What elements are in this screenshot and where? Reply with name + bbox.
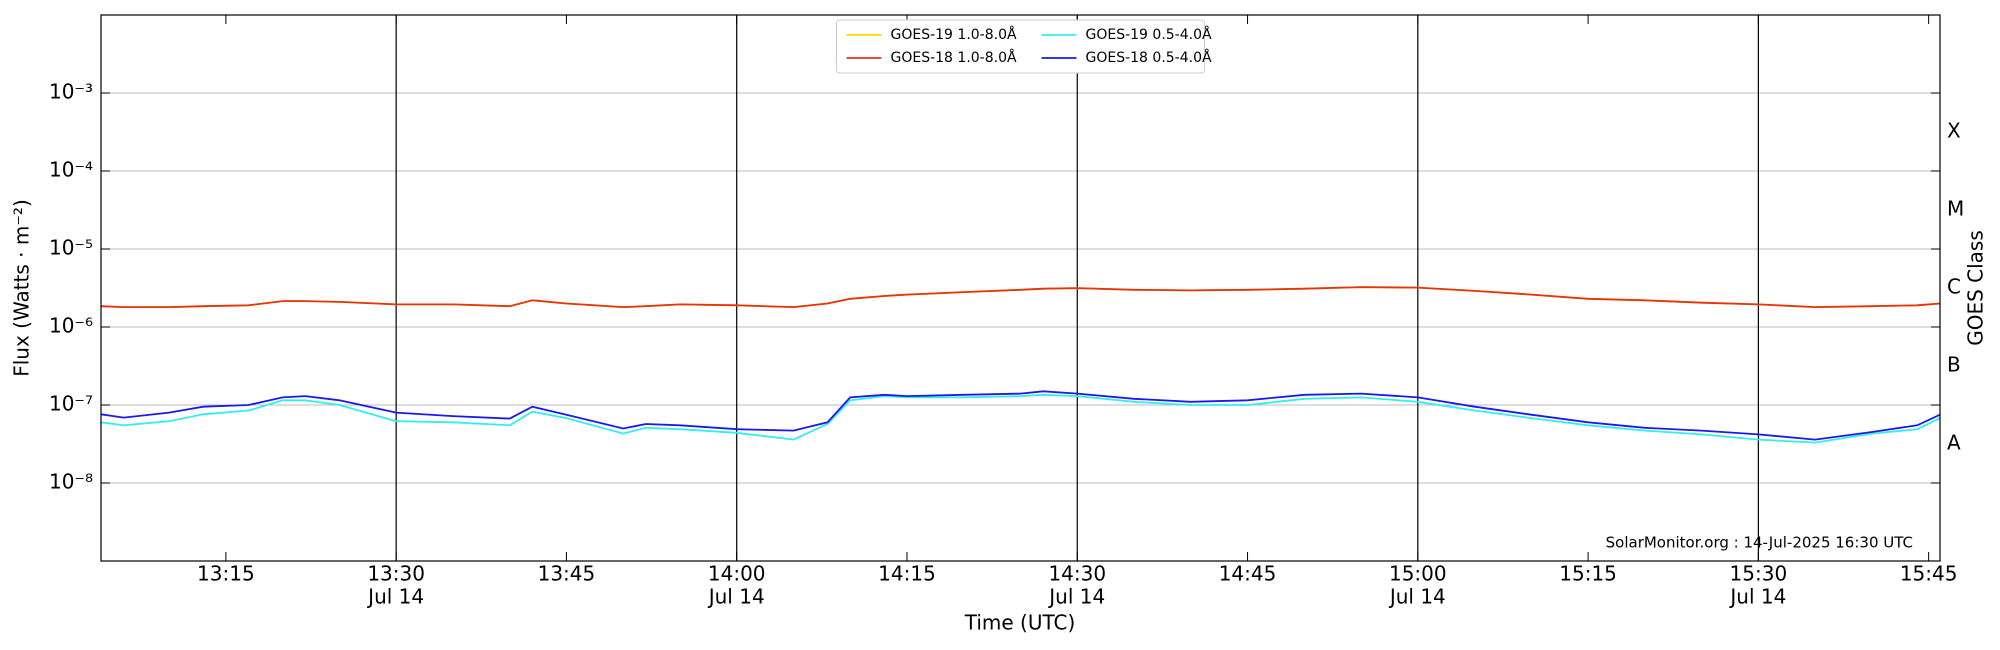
plot-frame [100,14,1941,562]
y2-axis-label: GOES Class [1964,230,1988,346]
y-tick-label: 10⁻⁵ [49,236,93,260]
class-label: B [1947,353,1961,377]
x-tick-label: 14:00 [708,562,766,586]
x-axis-label: Time (UTC) [964,611,1076,635]
x-tick-label: 14:30 [1048,562,1106,586]
legend-box [836,19,1205,74]
y-axis-label: Flux (Watts · m⁻²) [10,199,34,377]
series-line [100,286,1941,309]
class-label: A [1947,431,1961,455]
y-tick-label: 10⁻⁶ [49,314,93,338]
y-tick-label: 10⁻³ [49,80,93,104]
y-tick-label: 10⁻⁸ [49,470,93,494]
y-tick-label: 10⁻⁷ [49,392,93,416]
x-date-label: Jul 14 [366,585,424,609]
x-date-label: Jul 14 [1728,585,1786,609]
x-date-label: Jul 14 [1388,585,1446,609]
x-tick-label: 14:45 [1219,562,1277,586]
x-tick-label: 13:30 [367,562,425,586]
annotation: SolarMonitor.org : 14-Jul-2025 16:30 UTC [1606,534,1913,552]
x-date-label: Jul 14 [1047,585,1105,609]
legend-label: GOES-18 1.0-8.0Å [891,49,1017,66]
class-label: M [1947,197,1964,221]
class-label: X [1947,119,1961,143]
x-tick-label: 15:30 [1730,562,1788,586]
series-line [100,390,1941,441]
legend-label: GOES-19 1.0-8.0Å [891,26,1017,43]
x-tick-label: 15:00 [1389,562,1447,586]
series-line [100,393,1941,444]
x-tick-label: 13:45 [538,562,596,586]
legend-label: GOES-19 0.5-4.0Å [1086,26,1212,43]
x-tick-label: 15:45 [1900,562,1958,586]
legend-label: GOES-18 0.5-4.0Å [1086,49,1212,66]
x-tick-label: 13:15 [197,562,255,586]
x-tick-label: 15:15 [1559,562,1617,586]
x-date-label: Jul 14 [707,585,765,609]
y-tick-label: 10⁻⁴ [49,158,93,182]
class-label: C [1947,275,1961,299]
x-tick-label: 14:15 [878,562,936,586]
